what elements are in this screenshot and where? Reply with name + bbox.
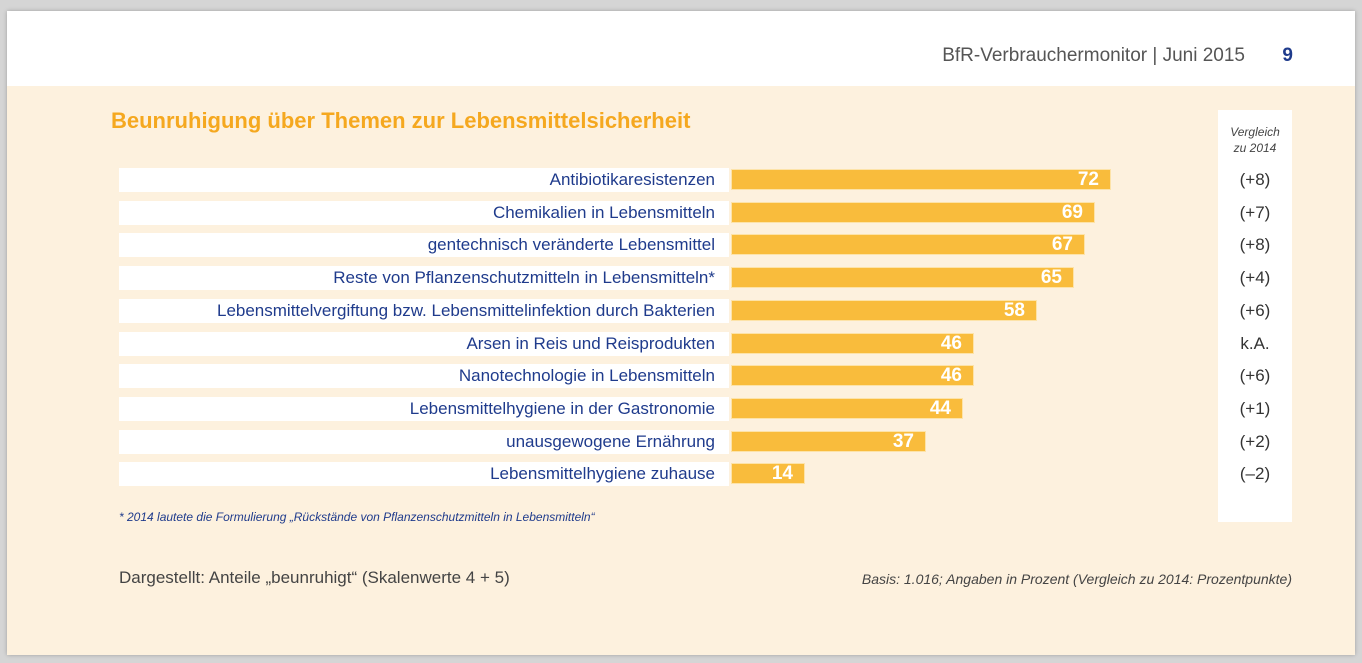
bar bbox=[731, 463, 805, 484]
category-label: Lebensmittelhygiene in der Gastronomie bbox=[409, 399, 715, 418]
bar bbox=[731, 431, 926, 452]
bar bbox=[731, 333, 974, 354]
bar bbox=[731, 398, 963, 419]
row-background bbox=[119, 233, 729, 257]
category-label: unausgewogene Ernährung bbox=[506, 432, 715, 451]
bar-value-label: 69 bbox=[1061, 202, 1083, 223]
comparison-value: (+4) bbox=[1239, 268, 1271, 287]
category-label: Arsen in Reis und Reisprodukten bbox=[466, 334, 715, 353]
comparison-value: (–2) bbox=[1239, 464, 1271, 483]
bar bbox=[731, 300, 1037, 321]
bar-value-label: 14 bbox=[771, 463, 793, 484]
bar-value-label: 46 bbox=[940, 365, 962, 386]
row-background bbox=[119, 168, 729, 192]
category-label: Reste von Pflanzenschutzmitteln in Leben… bbox=[333, 268, 715, 287]
row-background bbox=[119, 201, 729, 225]
category-label: Nanotechnologie in Lebensmitteln bbox=[458, 366, 715, 385]
footnote: * 2014 lautete die Formulierung „Rückstä… bbox=[119, 510, 595, 524]
bar bbox=[731, 365, 974, 386]
bar-value-label: 72 bbox=[1077, 169, 1099, 190]
header-title: BfR-Verbrauchermonitor | Juni 2015 bbox=[942, 45, 1245, 66]
bar-value-label: 44 bbox=[929, 398, 951, 419]
category-label: gentechnisch veränderte Lebensmittel bbox=[427, 235, 715, 254]
bar bbox=[731, 202, 1095, 223]
bar-value-label: 65 bbox=[1040, 267, 1062, 288]
comparison-value: (+8) bbox=[1239, 170, 1271, 189]
bar bbox=[731, 267, 1074, 288]
comparison-value: (+1) bbox=[1239, 399, 1271, 418]
row-background bbox=[119, 299, 729, 323]
comparison-value: (+6) bbox=[1239, 366, 1271, 385]
row-background bbox=[119, 266, 729, 290]
comparison-value: k.A. bbox=[1240, 334, 1270, 353]
bar-value-label: 37 bbox=[892, 431, 914, 452]
row-background bbox=[119, 332, 729, 356]
comparison-value: (+6) bbox=[1239, 301, 1271, 320]
bar bbox=[731, 169, 1111, 190]
chart-title: Beunruhigung über Themen zur Lebensmitte… bbox=[111, 108, 691, 133]
category-label: Antibiotikaresistenzen bbox=[549, 170, 715, 189]
row-background bbox=[119, 397, 729, 421]
comparison-header: Vergleich zu 2014 bbox=[1218, 124, 1292, 156]
note-right: Basis: 1.016; Angaben in Prozent (Vergle… bbox=[861, 571, 1292, 587]
category-label: Chemikalien in Lebensmitteln bbox=[492, 203, 715, 222]
note-left: Dargestellt: Anteile „beunruhigt“ (Skale… bbox=[119, 568, 510, 587]
category-label: Lebensmittelhygiene zuhause bbox=[490, 464, 715, 483]
bar-value-label: 67 bbox=[1051, 234, 1073, 255]
row-background bbox=[119, 430, 729, 454]
comparison-header-line: Vergleich bbox=[1230, 125, 1280, 139]
comparison-value: (+8) bbox=[1239, 235, 1271, 254]
bar-value-label: 46 bbox=[940, 333, 962, 354]
row-background bbox=[119, 462, 729, 486]
bar-value-label: 58 bbox=[1003, 300, 1025, 321]
bar bbox=[731, 234, 1085, 255]
page-number: 9 bbox=[1282, 45, 1293, 66]
comparison-header-line: zu 2014 bbox=[1233, 141, 1277, 155]
row-background bbox=[119, 364, 729, 388]
comparison-value: (+7) bbox=[1239, 203, 1271, 222]
comparison-column: Vergleich zu 2014 bbox=[1218, 110, 1292, 522]
comparison-value: (+2) bbox=[1239, 432, 1271, 451]
category-label: Lebensmittelvergiftung bzw. Lebensmittel… bbox=[216, 301, 715, 320]
